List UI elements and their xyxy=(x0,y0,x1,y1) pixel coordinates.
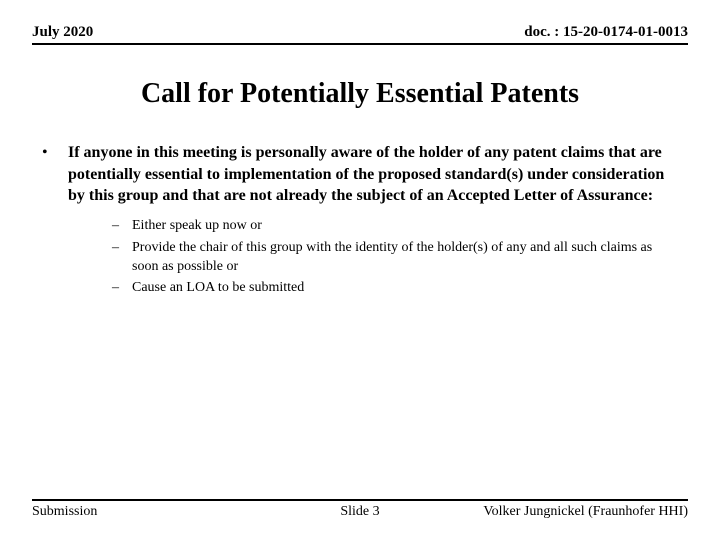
header-doc-number: doc. : 15-20-0174-01-0013 xyxy=(524,24,688,41)
sub-marker: – xyxy=(112,279,132,298)
sub-text: Provide the chair of this group with the… xyxy=(132,239,678,277)
footer-left: Submission xyxy=(32,504,97,520)
sub-text: Either speak up now or xyxy=(132,217,678,236)
sub-item: – Cause an LOA to be submitted xyxy=(112,279,678,298)
sub-list: – Either speak up now or – Provide the c… xyxy=(112,217,678,299)
slide-header: July 2020 doc. : 15-20-0174-01-0013 xyxy=(32,24,688,45)
bullet-text: If anyone in this meeting is personally … xyxy=(68,142,678,207)
header-date: July 2020 xyxy=(32,24,93,41)
footer-author: Volker Jungnickel (Fraunhofer HHI) xyxy=(483,504,688,520)
bullet-marker: • xyxy=(42,142,68,207)
bullet-item: • If anyone in this meeting is personall… xyxy=(42,142,678,207)
slide-body: • If anyone in this meeting is personall… xyxy=(42,142,678,301)
sub-marker: – xyxy=(112,239,132,277)
sub-text: Cause an LOA to be submitted xyxy=(132,279,678,298)
sub-marker: – xyxy=(112,217,132,236)
slide-footer: Submission Slide 3 Volker Jungnickel (Fr… xyxy=(32,499,688,520)
sub-item: – Either speak up now or xyxy=(112,217,678,236)
footer-slide-number: Slide 3 xyxy=(340,504,379,520)
slide-title: Call for Potentially Essential Patents xyxy=(0,78,720,110)
sub-item: – Provide the chair of this group with t… xyxy=(112,239,678,277)
